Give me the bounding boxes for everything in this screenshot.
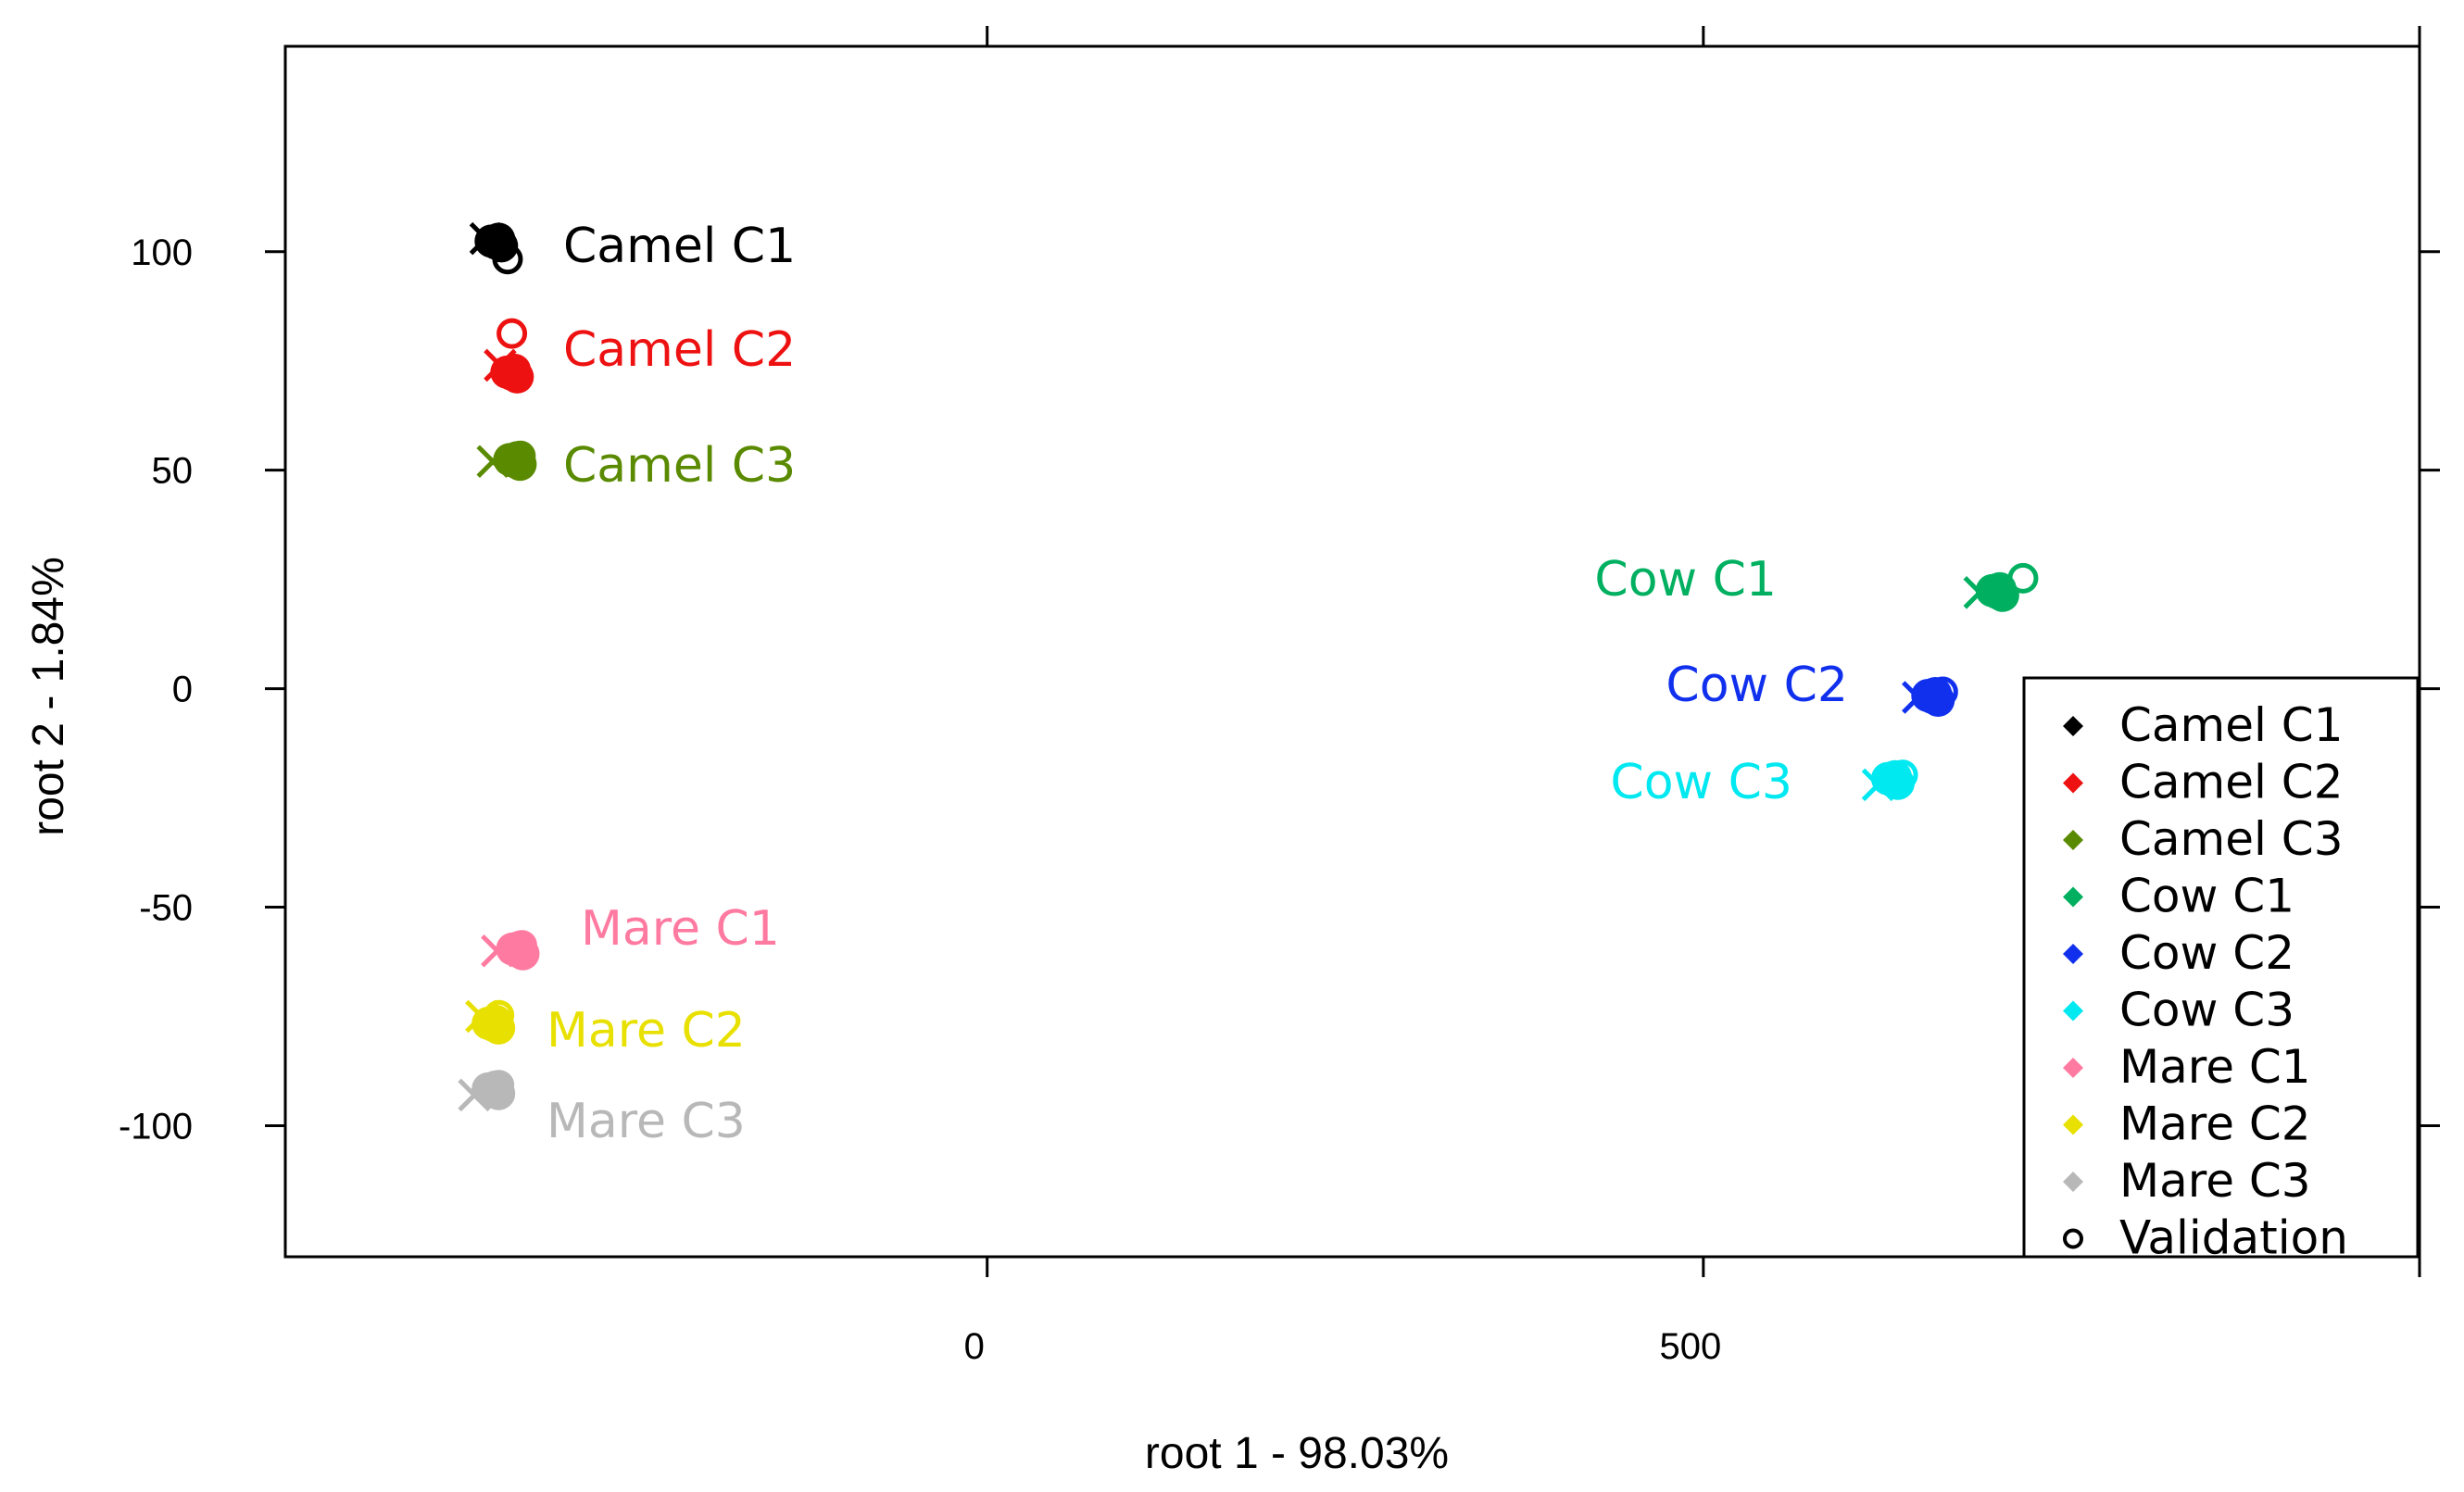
cross-marker [458, 1078, 491, 1112]
legend-entry: Mare C1 [2063, 1040, 2311, 1094]
series-mare-c2 [465, 999, 516, 1045]
cross-marker [1963, 576, 1997, 609]
legend-label: Mare C2 [2119, 1097, 2311, 1151]
legend-entry: Camel C2 [2063, 756, 2344, 809]
cross-marker [476, 445, 509, 479]
cross-marker [1861, 768, 1895, 802]
legend-marker-open [2063, 1228, 2083, 1249]
legend-entry: Validation [2063, 1211, 2348, 1265]
y-tick-label: -50 [139, 888, 193, 929]
legend-marker [2063, 944, 2083, 964]
validation-point [1927, 676, 1958, 708]
data-point [1918, 677, 1953, 711]
series-mare-c1 [481, 930, 540, 971]
legend-marker [2063, 1000, 2083, 1022]
validation-point [2007, 562, 2039, 594]
y-tick-label: 50 [152, 451, 194, 492]
series-cow-c1 [1963, 562, 2039, 612]
legend-entry: Mare C3 [2063, 1154, 2311, 1208]
legend-label: Mare C3 [2119, 1154, 2311, 1208]
series-cow-c3 [1861, 759, 1918, 802]
x-tick-label: 0 [964, 1326, 985, 1367]
legend-marker [2063, 772, 2083, 794]
validation-point [497, 318, 528, 349]
legend-label: Camel C3 [2119, 812, 2344, 866]
legend-entry: Cow C3 [2063, 984, 2294, 1037]
legend-marker [2063, 1114, 2083, 1135]
cluster-label: Cow C1 [1594, 552, 1777, 608]
legend-marker [2063, 716, 2083, 736]
legend-entry: Camel C1 [2063, 698, 2344, 752]
legend-entry: Camel C3 [2063, 812, 2344, 866]
legend-marker [2063, 830, 2083, 850]
data-point [1878, 759, 1912, 794]
cluster-label: Camel C3 [563, 438, 796, 494]
cluster-label: Mare C2 [547, 1003, 746, 1059]
cross-marker [484, 348, 517, 382]
legend-marker [2063, 886, 2083, 908]
validation-point [492, 244, 523, 275]
plot-area [283, 44, 2421, 1259]
cluster-label: Camel C1 [563, 219, 796, 274]
y-tick-label: 0 [172, 670, 193, 710]
legend-label: Mare C1 [2119, 1040, 2311, 1094]
cross-marker [1902, 681, 1935, 714]
x-axis-title: root 1 - 98.03% [1145, 1429, 1449, 1478]
cluster-label: Cow C3 [1610, 755, 1792, 810]
legend-entry: Cow C1 [2063, 870, 2294, 923]
legend-marker [2063, 1058, 2083, 1078]
x-tick-label: 500 [1659, 1326, 1721, 1367]
validation-point [484, 999, 515, 1031]
legend-label: Cow C1 [2119, 870, 2294, 923]
cross-marker [481, 934, 514, 968]
cluster-label: Cow C2 [1666, 658, 1848, 713]
validation-point [506, 930, 537, 961]
cluster-label: Mare C1 [581, 901, 780, 957]
cross-marker [465, 999, 498, 1034]
legend-entry: Mare C2 [2063, 1097, 2311, 1151]
cross-marker [469, 221, 503, 256]
y-tick-label: 100 [131, 232, 193, 273]
legend-label: Camel C2 [2119, 756, 2344, 809]
series-camel-c1 [469, 221, 523, 275]
y-tick-label: -100 [119, 1106, 193, 1147]
series-cow-c2 [1902, 676, 1958, 718]
legend-box [2022, 676, 2420, 1259]
legend-label: Validation [2119, 1211, 2348, 1265]
legend-label: Camel C1 [2119, 698, 2344, 752]
series-mare-c3 [458, 1070, 516, 1112]
legend-label: Cow C2 [2119, 926, 2294, 980]
legend-label: Cow C3 [2119, 984, 2294, 1037]
validation-point [505, 440, 536, 471]
series-camel-c2 [484, 318, 534, 394]
data-points [458, 221, 2039, 1112]
cluster-label: Camel C2 [563, 322, 796, 378]
legend-entry: Cow C2 [2063, 926, 2294, 980]
cluster-label: Mare C3 [547, 1094, 746, 1149]
cluster-labels: Camel C1 Camel C2 Camel C3 Cow C1 Cow C2 Cow … [547, 219, 1848, 1149]
y-axis-title: root 2 - 1.84% [24, 557, 73, 836]
legend-marker [2063, 1172, 2083, 1192]
series-camel-c3 [476, 440, 537, 482]
